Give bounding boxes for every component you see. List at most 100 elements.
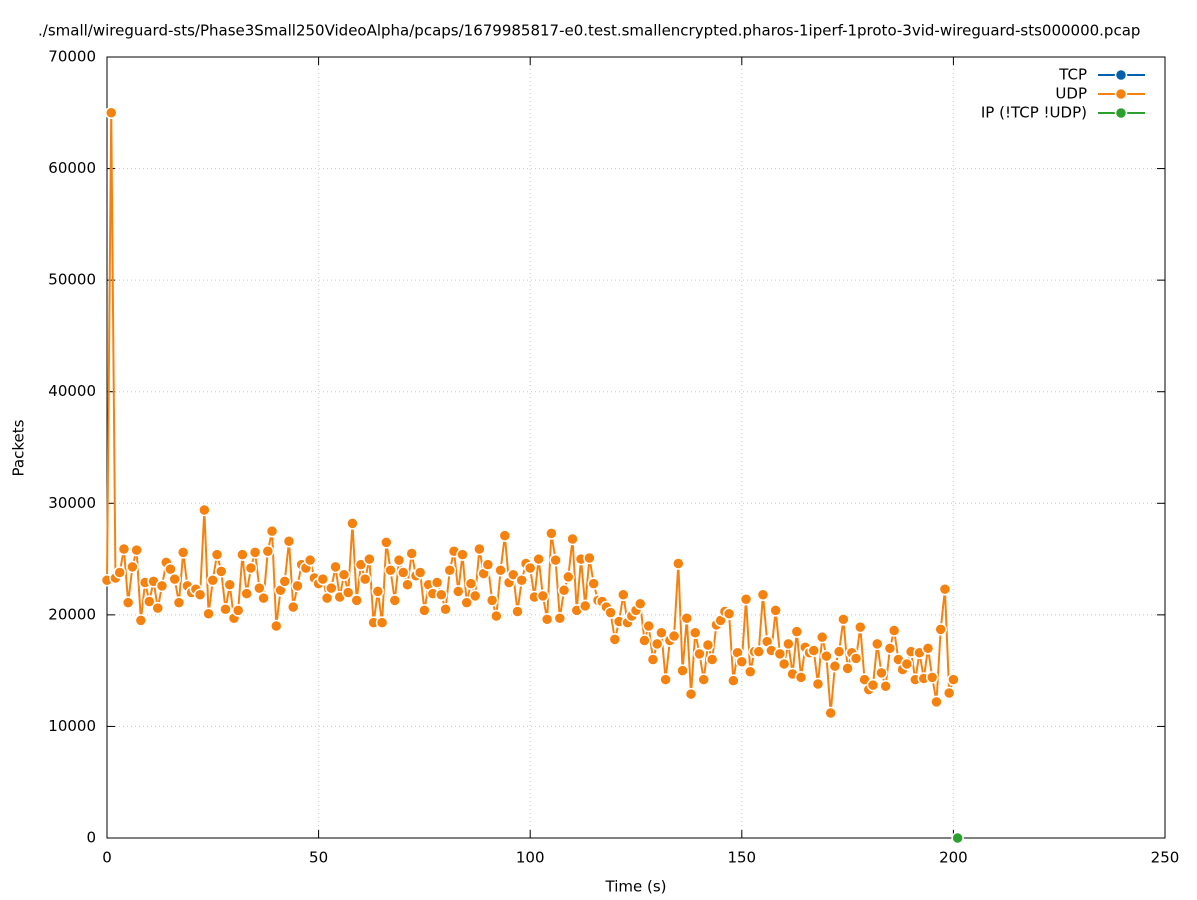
data-point — [329, 560, 342, 574]
data-point — [562, 570, 575, 584]
data-point — [553, 611, 567, 625]
data-point — [286, 600, 300, 614]
data-point — [248, 546, 262, 559]
data-point — [443, 563, 457, 577]
data-point — [744, 665, 757, 679]
data-point — [337, 568, 351, 581]
data-point — [646, 653, 660, 666]
data-point — [769, 604, 782, 617]
data-point — [291, 579, 304, 593]
data-point — [934, 623, 947, 636]
data-point — [824, 706, 837, 720]
x-tick-label: 250 — [1151, 849, 1180, 867]
y-tick-label: 70000 — [48, 48, 96, 66]
data-point — [947, 673, 960, 686]
data-point — [536, 589, 550, 603]
data-point — [481, 558, 495, 571]
data-point — [354, 558, 368, 571]
data-point — [777, 657, 791, 671]
x-tick-label: 50 — [309, 849, 328, 867]
data-point — [587, 577, 600, 590]
data-point — [870, 637, 884, 651]
data-point — [223, 578, 236, 591]
y-tick-label: 0 — [86, 829, 96, 847]
data-point — [938, 582, 952, 596]
data-point — [418, 604, 431, 617]
x-tick-label: 0 — [102, 849, 112, 867]
data-point — [464, 577, 478, 590]
data-point — [951, 831, 964, 845]
data-point — [350, 594, 363, 607]
data-point — [325, 581, 338, 595]
data-point — [468, 589, 482, 603]
data-point — [430, 576, 444, 589]
data-point — [371, 585, 385, 598]
x-axis-label: Time (s) — [605, 878, 667, 896]
data-point — [452, 585, 465, 598]
data-point — [439, 603, 452, 616]
plot-frame — [106, 56, 1166, 839]
data-point — [219, 603, 232, 616]
data-point — [265, 524, 279, 538]
data-point — [693, 647, 706, 661]
y-axis-label: Packets — [10, 419, 28, 476]
legend-label: TCP — [1058, 66, 1087, 84]
data-point — [240, 587, 253, 600]
x-tick-label: 150 — [727, 849, 756, 867]
data-point — [854, 620, 867, 634]
data-point — [257, 591, 270, 605]
data-point — [113, 566, 126, 579]
data-point — [270, 619, 283, 633]
data-point — [236, 548, 249, 561]
y-tick-label: 30000 — [48, 494, 96, 512]
data-point — [176, 546, 190, 559]
data-point — [655, 626, 668, 639]
data-point — [380, 536, 393, 549]
data-point — [578, 599, 592, 613]
data-point — [633, 597, 647, 610]
data-point — [887, 624, 901, 637]
data-point — [346, 517, 359, 530]
data-point — [231, 604, 245, 617]
data-point — [303, 553, 317, 567]
data-point — [807, 644, 820, 657]
data-point — [604, 606, 617, 619]
data-point — [705, 653, 719, 666]
data-point — [650, 637, 664, 651]
data-point — [215, 565, 228, 578]
data-point — [392, 553, 406, 567]
data-point — [642, 619, 655, 633]
data-point — [883, 642, 897, 655]
legend-swatch — [1114, 87, 1128, 101]
data-point — [545, 527, 558, 540]
data-point — [104, 106, 118, 120]
data-point — [456, 548, 469, 561]
y-tick-label: 10000 — [48, 717, 96, 735]
data-point — [583, 551, 596, 565]
data-point — [210, 548, 224, 561]
legend-swatch — [1114, 68, 1128, 82]
data-point — [900, 657, 914, 671]
data-point — [549, 553, 562, 567]
data-point — [701, 638, 715, 652]
data-point — [879, 680, 892, 693]
data-point — [875, 666, 888, 680]
data-point — [405, 547, 418, 560]
data-point — [659, 673, 672, 686]
data-point — [608, 633, 622, 646]
data-point — [523, 561, 537, 575]
data-point — [388, 594, 402, 607]
data-point — [688, 626, 702, 639]
y-tick-label: 40000 — [48, 382, 96, 400]
legend-label: IP (!TCP !UDP) — [981, 104, 1087, 122]
data-point — [117, 542, 131, 556]
data-point — [202, 607, 215, 620]
data-point — [722, 607, 736, 620]
data-point — [473, 542, 486, 556]
data-point — [782, 637, 795, 651]
data-point — [143, 595, 156, 608]
data-point — [811, 677, 825, 691]
data-point — [494, 563, 507, 577]
data-point — [134, 614, 148, 627]
data-point — [155, 579, 169, 593]
